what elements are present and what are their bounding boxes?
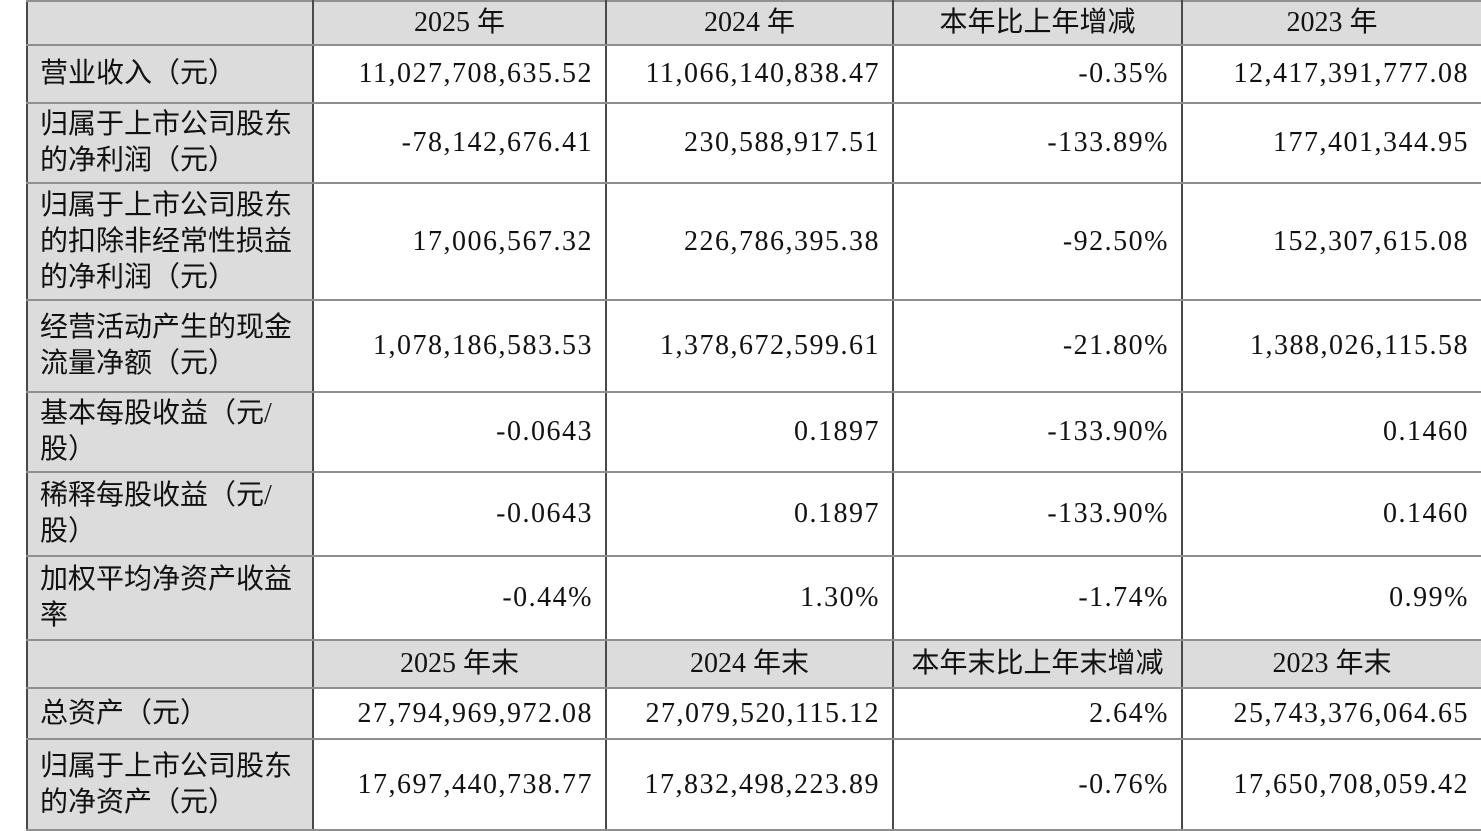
value-2023: 0.99% [1181,555,1481,641]
header-row-annual: 2025 年 2024 年 本年比上年增减 2023 年 [26,0,1481,46]
header-cell-blank [26,639,314,689]
value-yoy-change: -133.89% [892,102,1183,184]
value-2024: 27,079,520,115.12 [605,687,894,740]
header-cell-2023-year-end: 2023 年末 [1181,639,1481,689]
value-2025: 27,794,969,972.08 [312,687,607,740]
value-yoy-change: -133.90% [892,391,1183,473]
table-row-total-assets: 总资产（元） 27,794,969,972.08 27,079,520,115.… [26,687,1481,740]
row-label: 归属于上市公司股东的净资产（元） [26,738,314,831]
header-cell-2024-year-end: 2024 年末 [605,639,894,689]
header-cell-2023: 2023 年 [1181,0,1481,46]
value-2023: 0.1460 [1181,471,1481,557]
value-2025: 1,078,186,583.53 [312,299,607,393]
value-yoy-change: -21.80% [892,299,1183,393]
value-2023: 17,650,708,059.42 [1181,738,1481,831]
value-2025: 17,697,440,738.77 [312,738,607,831]
row-label: 总资产（元） [26,687,314,740]
value-yoy-change: -1.74% [892,555,1183,641]
header-cell-blank [26,0,314,46]
row-label: 营业收入（元） [26,44,314,104]
value-2024: 0.1897 [605,471,894,557]
table-row-net-assets: 归属于上市公司股东的净资产（元） 17,697,440,738.77 17,83… [26,738,1481,831]
financial-summary-table: 2025 年 2024 年 本年比上年增减 2023 年 营业收入（元） 11,… [26,0,1481,831]
value-2024: 17,832,498,223.89 [605,738,894,831]
value-2023: 12,417,391,777.08 [1181,44,1481,104]
value-2024: 11,066,140,838.47 [605,44,894,104]
value-2023: 152,307,615.08 [1181,182,1481,301]
row-label: 基本每股收益（元/股） [26,391,314,473]
value-2023: 0.1460 [1181,391,1481,473]
header-cell-2024: 2024 年 [605,0,894,46]
value-2023: 25,743,376,064.65 [1181,687,1481,740]
header-cell-2025: 2025 年 [312,0,607,46]
row-label: 稀释每股收益（元/股） [26,471,314,557]
header-cell-yoy-change: 本年比上年增减 [892,0,1183,46]
value-2024: 1,378,672,599.61 [605,299,894,393]
header-row-year-end: 2025 年末 2024 年末 本年末比上年末增减 2023 年末 [26,639,1481,689]
table-row-weighted-avg-roe: 加权平均净资产收益率 -0.44% 1.30% -1.74% 0.99% [26,555,1481,641]
row-label: 加权平均净资产收益率 [26,555,314,641]
table-row-net-profit-excl-nonrecurring: 归属于上市公司股东的扣除非经常性损益的净利润（元） 17,006,567.32 … [26,182,1481,301]
value-yoy-change: -133.90% [892,471,1183,557]
value-yoy-change: 2.64% [892,687,1183,740]
value-2024: 226,786,395.38 [605,182,894,301]
value-2025: -0.44% [312,555,607,641]
value-2025: -78,142,676.41 [312,102,607,184]
value-2024: 0.1897 [605,391,894,473]
row-label: 归属于上市公司股东的扣除非经常性损益的净利润（元） [26,182,314,301]
value-yoy-change: -0.35% [892,44,1183,104]
header-cell-year-end-change: 本年末比上年末增减 [892,639,1183,689]
value-2023: 1,388,026,115.58 [1181,299,1481,393]
value-2025: -0.0643 [312,471,607,557]
table-row-net-profit: 归属于上市公司股东的净利润（元） -78,142,676.41 230,588,… [26,102,1481,184]
value-2023: 177,401,344.95 [1181,102,1481,184]
table-row-basic-eps: 基本每股收益（元/股） -0.0643 0.1897 -133.90% 0.14… [26,391,1481,473]
table-row-diluted-eps: 稀释每股收益（元/股） -0.0643 0.1897 -133.90% 0.14… [26,471,1481,557]
value-2025: 17,006,567.32 [312,182,607,301]
value-yoy-change: -92.50% [892,182,1183,301]
value-2025: 11,027,708,635.52 [312,44,607,104]
row-label: 经营活动产生的现金流量净额（元） [26,299,314,393]
header-cell-2025-year-end: 2025 年末 [312,639,607,689]
value-2025: -0.0643 [312,391,607,473]
row-label: 归属于上市公司股东的净利润（元） [26,102,314,184]
value-2024: 1.30% [605,555,894,641]
table-row-revenue: 营业收入（元） 11,027,708,635.52 11,066,140,838… [26,44,1481,104]
value-yoy-change: -0.76% [892,738,1183,831]
value-2024: 230,588,917.51 [605,102,894,184]
table-row-operating-cash-flow: 经营活动产生的现金流量净额（元） 1,078,186,583.53 1,378,… [26,299,1481,393]
